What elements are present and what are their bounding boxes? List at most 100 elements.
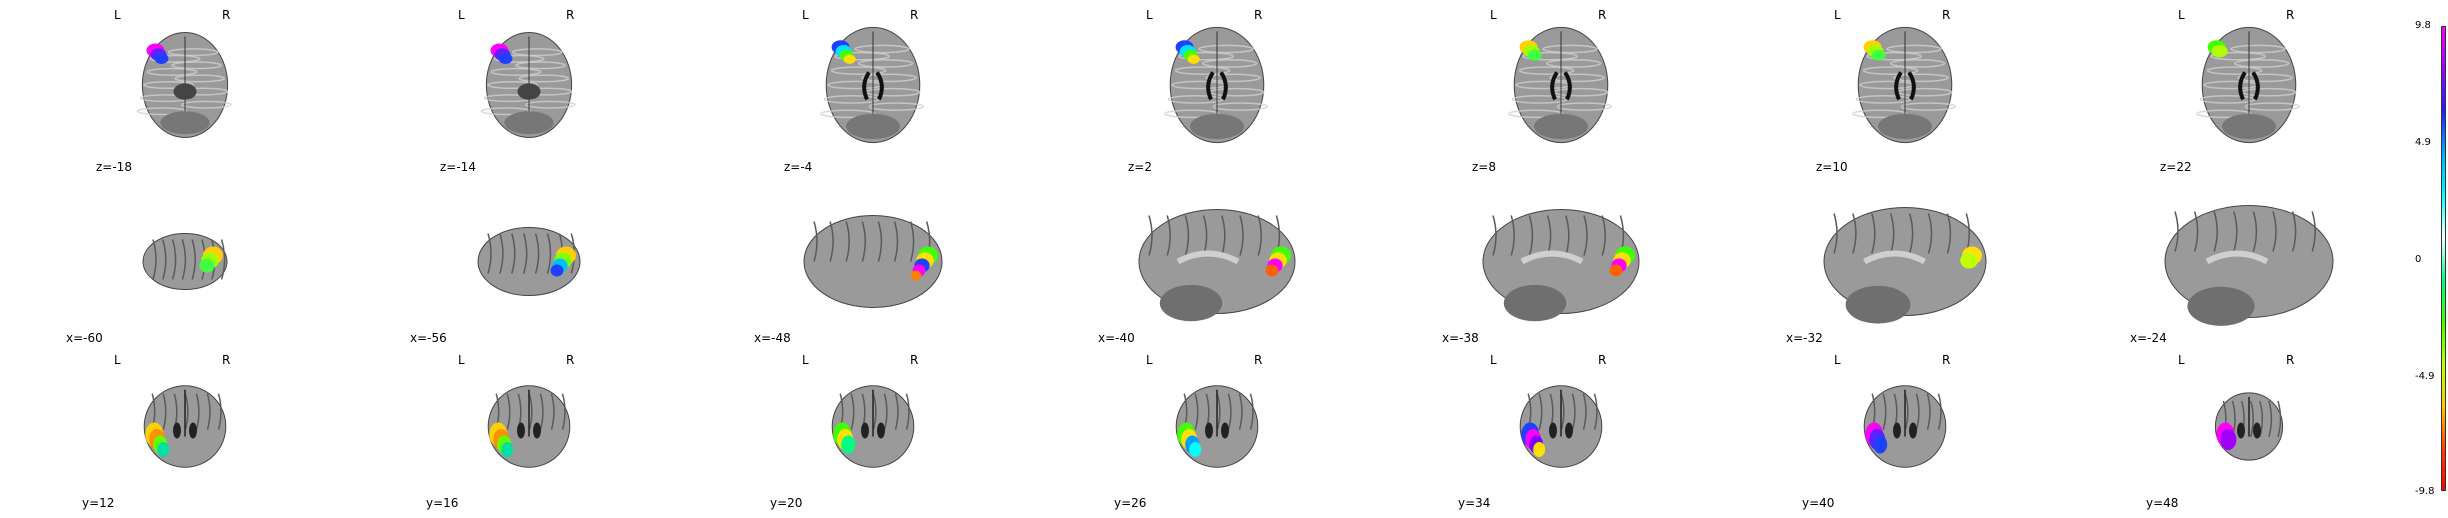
axial-slice-1 xyxy=(480,32,576,138)
orientation-right-label: R xyxy=(222,8,231,22)
coronal-slice-2 xyxy=(831,385,915,468)
orientation-right-label: R xyxy=(2286,8,2295,22)
activation-blob xyxy=(910,270,922,281)
slice-coordinate-label: z=10 xyxy=(1816,160,1848,174)
orientation-left-label: L xyxy=(458,353,465,367)
slice-coordinate-label: z=2 xyxy=(1128,160,1152,174)
slice-coordinate-label: y=20 xyxy=(770,496,803,510)
orientation-right-label: R xyxy=(1942,8,1951,22)
slice-coordinate-label: x=-60 xyxy=(66,331,103,345)
coronal-slice-1 xyxy=(487,385,571,468)
orientation-left-label: L xyxy=(802,353,809,367)
slice-coordinate-label: x=-38 xyxy=(1442,331,1479,345)
activation-blob xyxy=(2211,45,2228,58)
slice-coordinate-label: z=-18 xyxy=(96,160,132,174)
axial-slice-0 xyxy=(136,32,232,138)
colorbar-tick-label: -9.8 xyxy=(2415,486,2435,497)
slice-coordinate-label: x=-32 xyxy=(1786,331,1823,345)
axial-slice-5 xyxy=(1852,26,1957,144)
activation-blob xyxy=(1609,264,1623,277)
sagittal-brain xyxy=(1823,207,1987,324)
coronal-slice-5 xyxy=(1863,385,1947,468)
sagittal-brain xyxy=(2164,205,2334,326)
coronal-slice-4 xyxy=(1519,385,1603,468)
activation-blob xyxy=(1527,49,1542,61)
orientation-right-label: R xyxy=(910,8,919,22)
orientation-right-label: R xyxy=(910,353,919,367)
activation-blob xyxy=(1960,252,1978,269)
orientation-left-label: L xyxy=(1490,353,1497,367)
orientation-left-label: L xyxy=(1146,353,1153,367)
orientation-left-label: L xyxy=(1490,8,1497,22)
axial-brain xyxy=(2196,26,2301,144)
orientation-left-label: L xyxy=(1834,353,1841,367)
orientation-left-label: L xyxy=(1146,8,1153,22)
orientation-left-label: L xyxy=(458,8,465,22)
coronal-slice-0 xyxy=(143,385,227,468)
orientation-right-label: R xyxy=(1598,353,1607,367)
orientation-right-label: R xyxy=(566,353,575,367)
orientation-right-label: R xyxy=(222,353,231,367)
activation-blob xyxy=(843,54,856,64)
colorbar xyxy=(2441,26,2446,491)
colorbar-tick-label: -4.9 xyxy=(2415,371,2435,382)
activation-blob xyxy=(550,264,564,277)
activation-blob xyxy=(157,442,170,457)
axial-slice-2 xyxy=(820,26,925,144)
orientation-left-label: L xyxy=(114,8,121,22)
slice-coordinate-label: y=40 xyxy=(1802,496,1835,510)
slice-coordinate-label: z=-14 xyxy=(440,160,476,174)
activation-blob xyxy=(501,442,514,457)
activation-blob xyxy=(1873,435,1888,454)
sagittal-slice-6 xyxy=(2164,205,2334,326)
slice-coordinate-label: x=-40 xyxy=(1098,331,1135,345)
sagittal-brain xyxy=(1482,209,1640,322)
slice-coordinate-label: z=8 xyxy=(1472,160,1496,174)
colorbar-tick-label: 4.9 xyxy=(2415,137,2431,148)
activation-blob xyxy=(1189,442,1202,457)
axial-slice-6 xyxy=(2196,26,2301,144)
orientation-left-label: L xyxy=(1834,8,1841,22)
slice-coordinate-label: y=26 xyxy=(1114,496,1147,510)
orientation-right-label: R xyxy=(1254,8,1263,22)
orientation-right-label: R xyxy=(1598,8,1607,22)
activation-blob xyxy=(1871,49,1886,61)
colorbar-tick-label: 9.8 xyxy=(2415,20,2431,31)
sagittal-slice-2 xyxy=(803,215,943,308)
activation-blob xyxy=(199,258,215,273)
colorbar-tick-label: 0 xyxy=(2415,254,2422,265)
slice-coordinate-label: y=34 xyxy=(1458,496,1491,510)
orientation-right-label: R xyxy=(566,8,575,22)
orientation-left-label: L xyxy=(114,353,121,367)
orientation-left-label: L xyxy=(2178,353,2185,367)
slice-coordinate-label: y=48 xyxy=(2146,496,2179,510)
orientation-right-label: R xyxy=(1942,353,1951,367)
activation-blob xyxy=(841,435,856,454)
activation-blob xyxy=(154,53,169,64)
sagittal-brain xyxy=(1138,209,1296,322)
coronal-slice-6 xyxy=(2214,392,2284,461)
slice-coordinate-label: z=-4 xyxy=(784,160,813,174)
sagittal-slice-4 xyxy=(1482,209,1640,322)
slice-coordinate-label: y=12 xyxy=(82,496,115,510)
activation-blob xyxy=(1187,54,1200,64)
orientation-right-label: R xyxy=(1254,353,1263,367)
slice-coordinate-label: x=-48 xyxy=(754,331,791,345)
sagittal-slice-1 xyxy=(477,227,581,296)
slice-coordinate-label: x=-24 xyxy=(2130,331,2167,345)
slice-coordinate-label: z=22 xyxy=(2160,160,2192,174)
sagittal-slice-3 xyxy=(1138,209,1296,322)
orientation-left-label: L xyxy=(2178,8,2185,22)
orientation-left-label: L xyxy=(802,8,809,22)
activation-blob xyxy=(498,53,513,64)
coronal-slice-3 xyxy=(1175,385,1259,468)
activation-blob xyxy=(1533,442,1546,457)
orientation-right-label: R xyxy=(2286,353,2295,367)
sagittal-brain xyxy=(477,227,581,296)
slice-coordinate-label: y=16 xyxy=(426,496,459,510)
activation-blob xyxy=(2220,429,2237,450)
activation-blob xyxy=(1265,264,1279,277)
sagittal-slice-5 xyxy=(1823,207,1987,324)
axial-slice-3 xyxy=(1164,26,1269,144)
